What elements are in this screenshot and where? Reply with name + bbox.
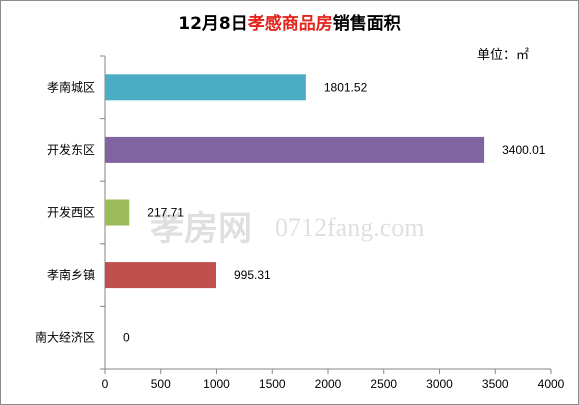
bar-0: [105, 74, 306, 101]
x-tick-label: 0: [102, 377, 109, 391]
title-highlight: 孝感商品房: [247, 14, 333, 34]
category-label: 开发西区: [47, 205, 95, 220]
x-tick-label: 1500: [259, 377, 286, 391]
x-tick-label: 3500: [482, 377, 509, 391]
watermark-brand: 孝房网: [150, 209, 252, 249]
data-label: 3400.01: [502, 143, 546, 157]
chart-marks: 0 500 1000 1500 2000 2500 3000 3500 4000 孝南城区 1801…: [35, 55, 565, 391]
category-label: 开发东区: [47, 142, 95, 157]
title-suffix: 销售面积: [332, 14, 401, 34]
x-tick-label: 2000: [315, 377, 342, 391]
category-label: 孝南乡镇: [47, 267, 95, 282]
x-tick-label: 1000: [203, 377, 230, 391]
unit-label: 单位：㎡: [476, 48, 529, 63]
data-label: 1801.52: [324, 80, 368, 94]
data-label: 0: [123, 331, 130, 345]
category-label: 孝南城区: [47, 79, 95, 94]
data-label: 217.71: [147, 206, 184, 220]
watermark: 孝房网 0712fang.com: [150, 209, 424, 249]
x-tick-label: 3000: [426, 377, 453, 391]
bar-3: [105, 262, 216, 289]
category-label: 南大经济区: [35, 330, 95, 345]
bar-2: [105, 199, 130, 226]
chart-title: 12月8日孝感商品房销售面积: [0, 9, 579, 34]
x-tick-label: 500: [151, 377, 171, 391]
bar-1: [105, 136, 485, 163]
x-tick-label: 4000: [538, 377, 565, 391]
title-date: 12月8日: [178, 14, 248, 34]
data-label: 995.31: [234, 268, 271, 282]
x-tick-label: 2500: [370, 377, 397, 391]
watermark-site: 0712fang.com: [275, 213, 424, 242]
